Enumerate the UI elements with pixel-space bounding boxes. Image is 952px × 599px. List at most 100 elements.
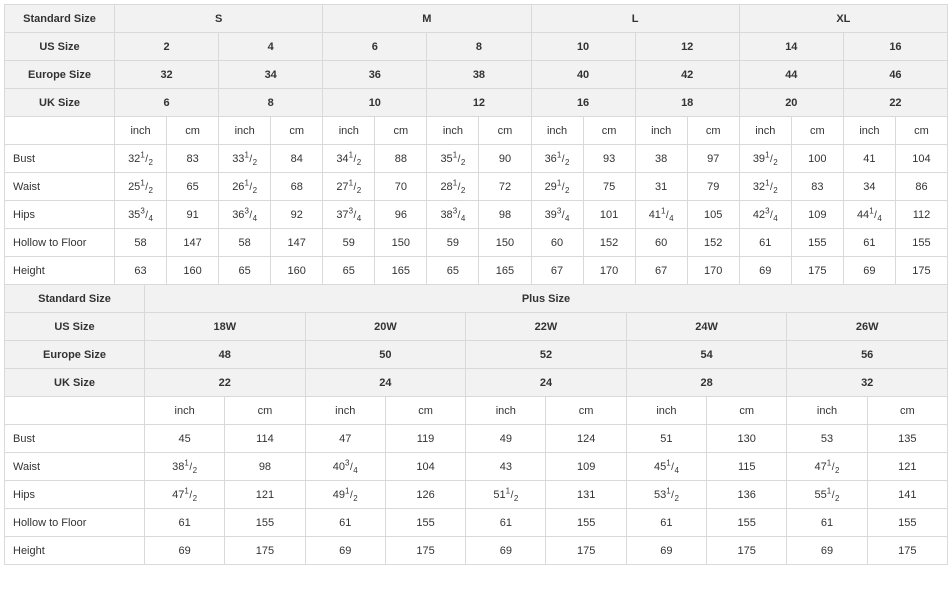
cell-inch: 41 bbox=[843, 145, 895, 173]
cell-cm: 112 bbox=[895, 201, 947, 229]
cell-cm: 97 bbox=[687, 145, 739, 173]
measure-label: Hips bbox=[5, 481, 145, 509]
cell-cm: 75 bbox=[583, 173, 635, 201]
cell-unit-inch: inch bbox=[843, 117, 895, 145]
cell-inch: 351/2 bbox=[427, 145, 479, 173]
cell-eu: 40 bbox=[531, 61, 635, 89]
cell-cm: 147 bbox=[167, 229, 219, 257]
cell-cm: 175 bbox=[225, 537, 305, 565]
cell-inch: 531/2 bbox=[626, 481, 706, 509]
cell-cm: 150 bbox=[375, 229, 427, 257]
row-plus-eu: Europe Size 48 50 52 54 56 bbox=[5, 341, 948, 369]
cell-unit-inch: inch bbox=[145, 397, 225, 425]
cell-cm: 90 bbox=[479, 145, 531, 173]
measure-row: Bust321/283331/284341/288351/290361/2933… bbox=[5, 145, 948, 173]
cell-inch: 491/2 bbox=[305, 481, 385, 509]
measure-row: Bust4511447119491245113053135 bbox=[5, 425, 948, 453]
cell-inch: 321/2 bbox=[739, 173, 791, 201]
cell-inch: 65 bbox=[427, 257, 479, 285]
cell-inch: 321/2 bbox=[115, 145, 167, 173]
cell-inch: 38 bbox=[635, 145, 687, 173]
cell-inch: 383/4 bbox=[427, 201, 479, 229]
cell-unit-inch: inch bbox=[466, 397, 546, 425]
cell-inch: 69 bbox=[466, 537, 546, 565]
cell-cm: 141 bbox=[867, 481, 947, 509]
cell-inch: 69 bbox=[739, 257, 791, 285]
measure-label: Height bbox=[5, 537, 145, 565]
cell-us: 24W bbox=[626, 313, 787, 341]
cell-std-s: S bbox=[115, 5, 323, 33]
cell-blank bbox=[5, 397, 145, 425]
cell-unit-cm: cm bbox=[707, 397, 787, 425]
cell-cm: 88 bbox=[375, 145, 427, 173]
cell-inch: 51 bbox=[626, 425, 706, 453]
cell-cm: 155 bbox=[867, 509, 947, 537]
cell-cm: 147 bbox=[271, 229, 323, 257]
cell-eu: 38 bbox=[427, 61, 531, 89]
cell-unit-inch: inch bbox=[531, 117, 583, 145]
cell-inch: 381/2 bbox=[145, 453, 225, 481]
cell-us: 18W bbox=[145, 313, 306, 341]
cell-cm: 91 bbox=[167, 201, 219, 229]
cell-cm: 131 bbox=[546, 481, 626, 509]
cell-cm: 100 bbox=[791, 145, 843, 173]
cell-cm: 175 bbox=[707, 537, 787, 565]
cell-unit-inch: inch bbox=[323, 117, 375, 145]
cell-us: 20W bbox=[305, 313, 466, 341]
measure-label: Waist bbox=[5, 173, 115, 201]
cell-unit-cm: cm bbox=[867, 397, 947, 425]
cell-cm: 70 bbox=[375, 173, 427, 201]
row-uk: UK Size 6 8 10 12 16 18 20 22 bbox=[5, 89, 948, 117]
cell-uk: 28 bbox=[626, 369, 787, 397]
cell-inch: 411/4 bbox=[635, 201, 687, 229]
cell-inch: 53 bbox=[787, 425, 867, 453]
cell-inch: 251/2 bbox=[115, 173, 167, 201]
cell-inch: 59 bbox=[323, 229, 375, 257]
cell-uk: 24 bbox=[305, 369, 466, 397]
cell-cm: 101 bbox=[583, 201, 635, 229]
row-plus-uk: UK Size 22 24 24 28 32 bbox=[5, 369, 948, 397]
cell-cm: 155 bbox=[225, 509, 305, 537]
cell-inch: 43 bbox=[466, 453, 546, 481]
cell-inch: 59 bbox=[427, 229, 479, 257]
cell-inch: 271/2 bbox=[323, 173, 375, 201]
cell-eu-size: Europe Size bbox=[5, 61, 115, 89]
cell-inch: 423/4 bbox=[739, 201, 791, 229]
cell-cm: 109 bbox=[546, 453, 626, 481]
cell-cm: 136 bbox=[707, 481, 787, 509]
cell-inch: 291/2 bbox=[531, 173, 583, 201]
cell-cm: 104 bbox=[895, 145, 947, 173]
row-units: inchcm inchcm inchcm inchcm inchcm inchc… bbox=[5, 117, 948, 145]
cell-inch: 331/2 bbox=[219, 145, 271, 173]
cell-cm: 79 bbox=[687, 173, 739, 201]
cell-cm: 155 bbox=[546, 509, 626, 537]
cell-inch: 511/2 bbox=[466, 481, 546, 509]
cell-cm: 83 bbox=[167, 145, 219, 173]
measure-label: Bust bbox=[5, 145, 115, 173]
cell-uk: 10 bbox=[323, 89, 427, 117]
cell-inch: 61 bbox=[739, 229, 791, 257]
cell-inch: 393/4 bbox=[531, 201, 583, 229]
cell-uk: 24 bbox=[466, 369, 627, 397]
row-eu: Europe Size 32 34 36 38 40 42 44 46 bbox=[5, 61, 948, 89]
cell-us-size: US Size bbox=[5, 313, 145, 341]
cell-inch: 353/4 bbox=[115, 201, 167, 229]
cell-standard-size: Standard Size bbox=[5, 5, 115, 33]
cell-inch: 69 bbox=[843, 257, 895, 285]
cell-unit-inch: inch bbox=[305, 397, 385, 425]
cell-cm: 109 bbox=[791, 201, 843, 229]
size-table-plus: Standard Size Plus Size US Size 18W 20W … bbox=[4, 284, 948, 565]
cell-cm: 175 bbox=[895, 257, 947, 285]
measure-label: Waist bbox=[5, 453, 145, 481]
cell-inch: 69 bbox=[787, 537, 867, 565]
cell-plus-size: Plus Size bbox=[145, 285, 948, 313]
cell-cm: 124 bbox=[546, 425, 626, 453]
measure-label: Hollow to Floor bbox=[5, 229, 115, 257]
cell-us: 8 bbox=[427, 33, 531, 61]
cell-unit-cm: cm bbox=[687, 117, 739, 145]
cell-us: 12 bbox=[635, 33, 739, 61]
cell-inch: 34 bbox=[843, 173, 895, 201]
cell-inch: 363/4 bbox=[219, 201, 271, 229]
cell-inch: 69 bbox=[145, 537, 225, 565]
cell-uk: 8 bbox=[219, 89, 323, 117]
